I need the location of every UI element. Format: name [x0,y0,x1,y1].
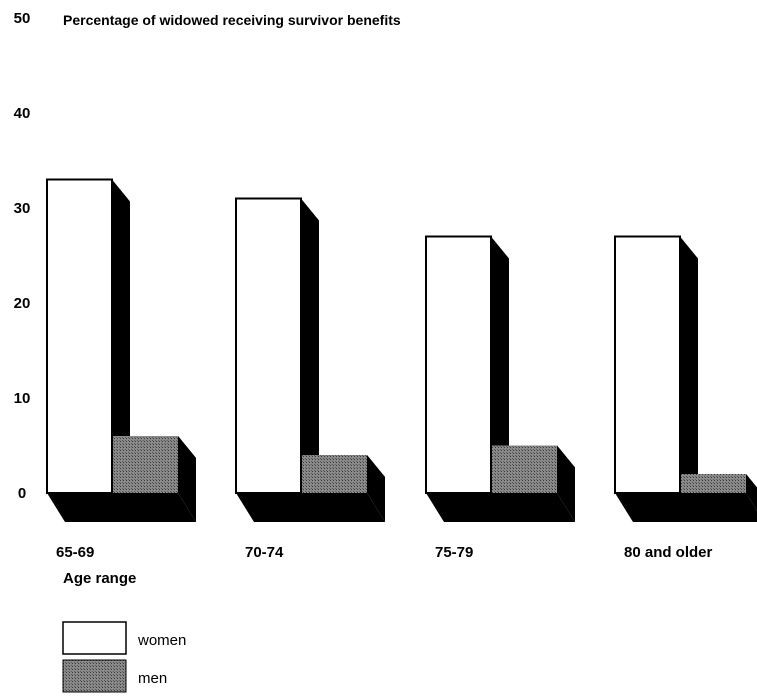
x-tick-label: 80 and older [624,544,713,561]
bar-men-side [367,455,385,522]
bar-women [235,197,302,494]
bar-women-side [301,198,319,522]
bar-women-side [680,236,698,522]
y-tick-label: 50 [14,10,31,27]
legend-swatch-men [62,659,127,693]
bar-men [680,474,746,493]
bars [46,178,757,522]
legend-label-men: men [138,670,167,687]
y-axis: 0 10 20 30 40 50 [14,10,31,502]
y-tick-label: 30 [14,200,31,217]
x-axis-label: Age range [63,570,136,587]
legend-label-women: women [137,632,186,649]
bar-men-side [746,474,757,511]
bar-men [112,436,178,493]
bar-men [301,455,367,493]
bar-men-side [178,436,196,522]
y-tick-label: 20 [14,295,31,312]
bar-floor [426,493,575,522]
legend-swatch-women [62,621,127,655]
bar-floor [615,493,757,522]
bar-men [491,445,557,493]
chart-title: Percentage of widowed receiving survivor… [63,12,401,28]
y-tick-label: 40 [14,105,31,122]
x-axis-categories: 65-69 70-74 75-79 80 and older [56,544,713,561]
x-tick-label: 65-69 [56,544,94,561]
bar-women [425,235,492,494]
x-tick-label: 75-79 [435,544,473,561]
x-tick-label: 70-74 [245,544,284,561]
bar-floor [47,493,196,522]
bar-women [46,178,113,494]
bar-women [614,235,681,494]
bar-men-side [557,445,575,522]
y-tick-label: 0 [18,485,26,502]
y-tick-label: 10 [14,390,31,407]
bar-floor [236,493,385,522]
legend: women men [62,621,186,693]
